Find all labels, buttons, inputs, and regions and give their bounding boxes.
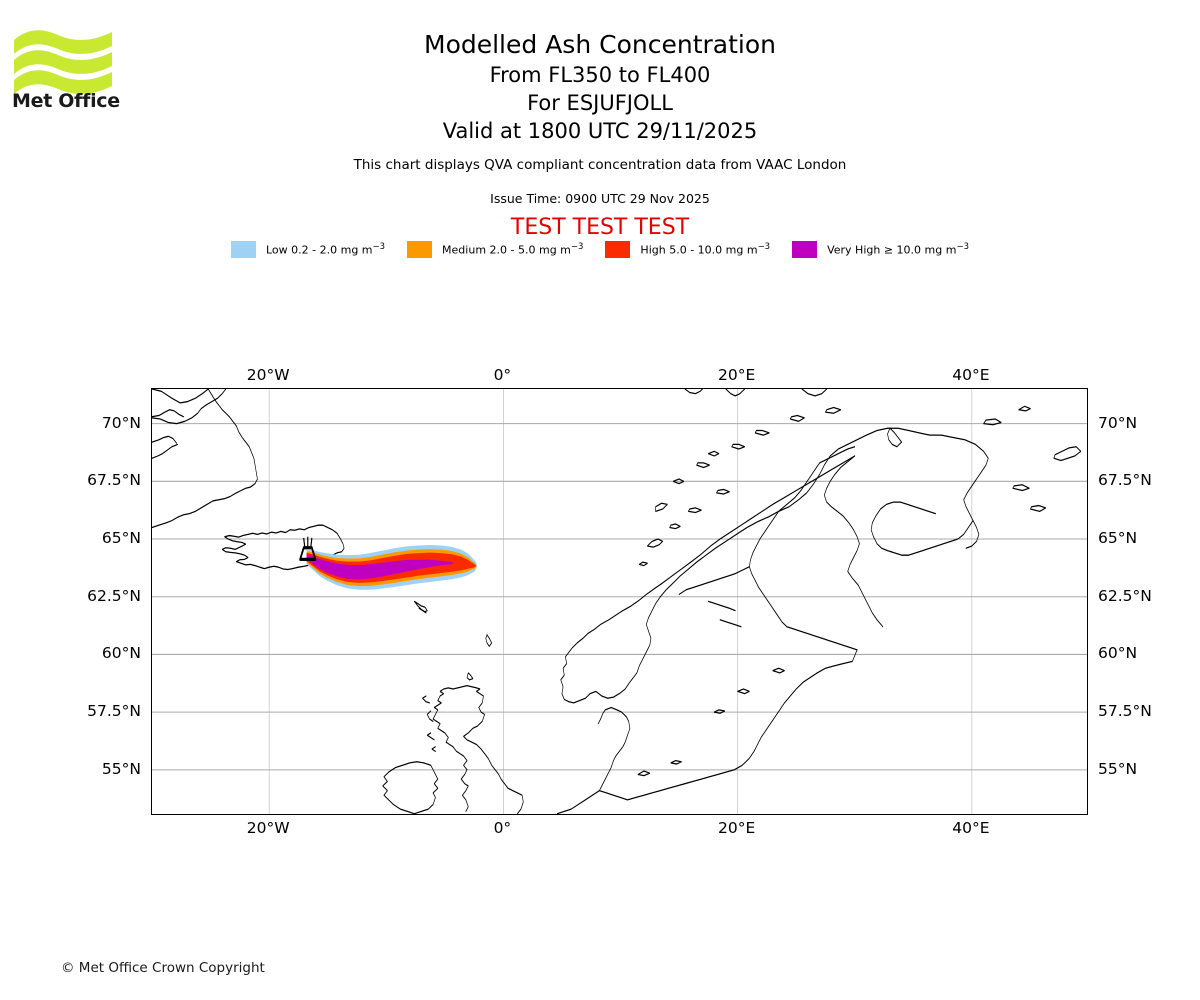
plume-band-very-high: [306, 554, 454, 580]
chart-title-block: Modelled Ash Concentration From FL350 to…: [0, 28, 1200, 145]
legend-item-medium: Medium 2.0 - 5.0 mg m−3: [407, 241, 583, 258]
legend-swatch-medium: [407, 241, 433, 258]
legend-swatch-low: [231, 241, 256, 258]
legend-label-high: High 5.0 - 10.0 mg m−3: [640, 242, 771, 257]
copyright-notice: © Met Office Crown Copyright: [61, 960, 265, 976]
volcano-marker-icon: [299, 536, 317, 561]
lat-tick-right-65°N: 65°N: [1098, 529, 1138, 548]
met-office-logo: [12, 26, 122, 118]
flight-level-subtitle: From FL350 to FL400: [489, 63, 711, 87]
map-gridlines: [152, 389, 1087, 814]
lat-tick-left-62.5°N: 62.5°N: [87, 586, 141, 605]
lat-tick-left-55°N: 55°N: [101, 759, 141, 778]
test-banner: TEST TEST TEST: [510, 215, 690, 240]
legend-item-very-high: Very High ≥ 10.0 mg m−3: [792, 241, 969, 258]
legend-label-very-high: Very High ≥ 10.0 mg m−3: [827, 242, 969, 257]
lat-tick-right-55°N: 55°N: [1098, 759, 1138, 778]
lat-tick-right-67.5°N: 67.5°N: [1098, 471, 1152, 490]
ash-plume-contours: [306, 545, 478, 590]
lat-tick-left-65°N: 65°N: [101, 529, 141, 548]
lon-tick-top-20°W: 20°W: [246, 366, 290, 384]
lat-tick-left-67.5°N: 67.5°N: [87, 471, 141, 490]
issue-time: Issue Time: 0900 UTC 29 Nov 2025: [490, 191, 710, 206]
lat-tick-left-60°N: 60°N: [101, 644, 141, 663]
legend-label-low: Low 0.2 - 2.0 mg m−3: [266, 242, 386, 257]
legend-item-high: High 5.0 - 10.0 mg m−3: [605, 241, 770, 258]
lat-tick-right-60°N: 60°N: [1098, 644, 1138, 663]
map-coastlines: [152, 389, 1082, 814]
legend-swatch-very-high: [792, 241, 818, 258]
lat-tick-left-70°N: 70°N: [101, 413, 141, 432]
lon-tick-top-20°E: 20°E: [717, 366, 756, 384]
lon-tick-bottom-20°E: 20°E: [717, 819, 756, 837]
volcano-subtitle: For ESJUFJOLL: [527, 91, 673, 115]
lon-tick-bottom-40°E: 40°E: [952, 819, 990, 837]
lon-tick-top-0°: 0°: [493, 366, 512, 384]
valid-time-subtitle: Valid at 1800 UTC 29/11/2025: [442, 119, 758, 143]
map-canvas: [152, 389, 1087, 814]
met-office-logo-text: Met Office: [12, 90, 120, 112]
legend-item-low: Low 0.2 - 2.0 mg m−3: [231, 241, 385, 258]
legend-label-medium: Medium 2.0 - 5.0 mg m−3: [442, 242, 584, 257]
lon-tick-bottom-0°: 0°: [493, 819, 512, 837]
ash-concentration-map: [151, 388, 1088, 815]
concentration-legend: Low 0.2 - 2.0 mg m−3 Medium 2.0 - 5.0 mg…: [0, 241, 1200, 258]
page-title: Modelled Ash Concentration: [424, 30, 776, 59]
met-office-waves-icon: [14, 30, 112, 94]
lat-tick-right-70°N: 70°N: [1098, 413, 1138, 432]
lat-tick-right-57.5°N: 57.5°N: [1098, 702, 1152, 721]
qva-note: This chart displays QVA compliant concen…: [353, 157, 847, 173]
lat-tick-left-57.5°N: 57.5°N: [87, 702, 141, 721]
legend-swatch-high: [605, 241, 631, 258]
lat-tick-right-62.5°N: 62.5°N: [1098, 586, 1152, 605]
lon-tick-top-40°E: 40°E: [952, 366, 990, 384]
lon-tick-bottom-20°W: 20°W: [246, 819, 290, 837]
